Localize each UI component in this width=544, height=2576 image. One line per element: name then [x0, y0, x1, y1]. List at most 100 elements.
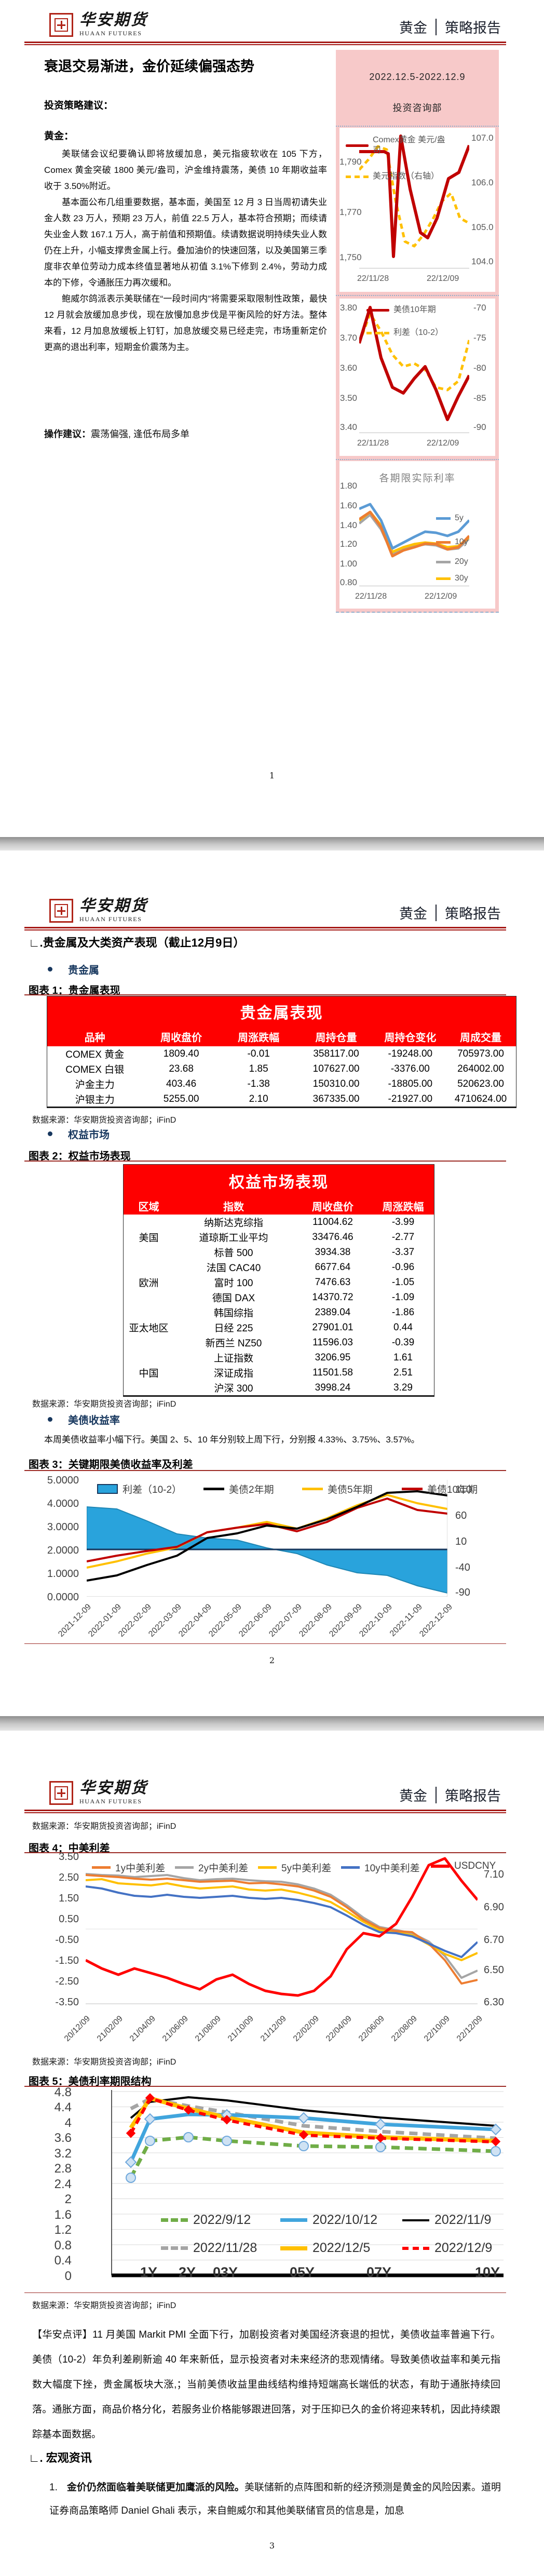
x-tick: 21/10/09: [226, 2014, 256, 2044]
x-tick: 20/12/09: [62, 2014, 92, 2044]
chart-ust10-spread: 美债10年期 利差（10-2） 3.80 3.70 3.60 3.50 3.40…: [339, 299, 495, 456]
legend-label: 2022/11/28: [193, 2241, 257, 2255]
comment-paragraph: 【华安点评】11 月美国 Markit PMI 全面下行，加剧投资者对美国经济衰…: [32, 2329, 500, 2440]
cell: 14370.72: [293, 1290, 372, 1305]
y-tick: 3.70: [339, 333, 357, 343]
x-tick: 1Y: [140, 2264, 158, 2280]
legend-30y: 30y: [436, 573, 468, 584]
fig3-caption: 图表 3：关键期限美债收益率及利差: [29, 1459, 193, 1471]
paragraph: 基本面公布几组重要数据，基本面，美国至 12 月 3 日当周初请失业金人数 23…: [44, 197, 327, 288]
table-title-row: 权益市场表现: [123, 1164, 434, 1197]
x-tick: 22/12/09: [425, 592, 457, 601]
cell: -1.38: [220, 1076, 297, 1091]
brand-name-en: HUAAN FUTURES: [79, 915, 142, 923]
page-number: 1: [269, 771, 275, 780]
page-number: 2: [269, 1655, 275, 1665]
col-header: 周收盘价: [293, 1197, 372, 1215]
cell: 1.61: [372, 1350, 434, 1365]
table-title: 权益市场表现: [123, 1164, 434, 1197]
cell: 107627.00: [297, 1061, 375, 1076]
legend-label: 2022/9/12: [193, 2213, 251, 2227]
brand-name-cn: 华安期货: [79, 897, 148, 915]
blue-line-swatch: [436, 517, 451, 520]
legend-5y: 5y中美利差: [258, 1860, 331, 1874]
green-dashed-swatch: [161, 2218, 188, 2222]
red-dashed-swatch: [402, 2246, 429, 2250]
legend-label: 2022/10/12: [312, 2213, 378, 2227]
col-header: 品种: [47, 1027, 143, 1046]
col-header: 周涨跌幅: [220, 1027, 297, 1046]
table-row: 深证成指 11501.58 2.51: [124, 1365, 434, 1380]
table-header-row: 区域 指数 周收盘价 周涨跌幅: [123, 1197, 434, 1215]
x-tick: 21/12/09: [259, 2014, 289, 2044]
yellow-line-swatch: [258, 1866, 277, 1869]
brand-name-en: HUAAN FUTURES: [79, 30, 142, 37]
gray-line-swatch: [175, 1866, 194, 1869]
cell: 日经 225: [174, 1320, 293, 1335]
legend-2022-12-5: 2022/12/5: [280, 2241, 370, 2256]
y-tick: 1.20: [339, 539, 357, 549]
data-source: 数据来源：华安期货投资咨询部；iFinD: [32, 2301, 176, 2310]
region-cell: 中国: [123, 1350, 174, 1396]
legend-label: 30y: [455, 574, 468, 583]
cell: -3.99: [372, 1215, 434, 1230]
y-tick-right: -75: [473, 333, 486, 343]
x-tick: 22/06/09: [357, 2014, 387, 2044]
y-tick: 1,790: [339, 157, 362, 167]
region-cell: 美国: [123, 1215, 174, 1260]
y-tick: 0.0000: [47, 1592, 79, 1603]
brand-name-cn: 华安期货: [79, 1779, 148, 1797]
x-tick: 22/12/09: [455, 2014, 485, 2044]
cell: 23.68: [142, 1061, 220, 1076]
cell: 道琼斯工业平均: [174, 1230, 293, 1245]
legend-20y: 20y: [436, 557, 468, 567]
x-tick: 22/12/09: [427, 274, 459, 283]
huaan-logo-icon: [49, 899, 73, 923]
y-tick: 1.00: [339, 559, 357, 569]
y-tick: 3.2: [54, 2147, 72, 2161]
legend-label: 利差（10-2）: [123, 1485, 182, 1495]
table-row: 沪深 300 3998.24 3.29: [124, 1380, 434, 1396]
y-tick-right: -85: [473, 393, 486, 403]
cell: 520623.00: [445, 1076, 516, 1091]
equity-table: 权益市场表现 区域 指数 周收盘价 周涨跌幅 美国 纳斯达克综指 11004.62-…: [123, 1164, 434, 1397]
y-tick: 0.4: [54, 2254, 72, 2268]
cell: 3.29: [372, 1380, 434, 1396]
page-divider: [0, 837, 544, 851]
legend-usdcny: USDCNY: [431, 1860, 496, 1872]
y-tick: 0: [64, 2269, 72, 2283]
figure-rule: [24, 2292, 506, 2293]
data-source: 数据来源：华安期货投资咨询部；iFinD: [32, 1822, 176, 1831]
col-header: 区域: [123, 1197, 174, 1215]
legend-label: 2022/12/9: [434, 2241, 493, 2255]
cell: 德国 DAX: [174, 1290, 293, 1305]
legend-label: 利差（10-2）: [393, 328, 444, 337]
legend-label: 美元指数（右轴）: [373, 172, 440, 181]
item-bold-lead: 金价仍然面临着美联储更加鹰派的风险。: [66, 2482, 244, 2493]
gold-section-label: 黄金：: [44, 131, 74, 142]
cell: 法国 CAC40: [174, 1260, 293, 1275]
legend-label: 20y: [455, 557, 468, 566]
report-type-header: 黄金 策略报告: [399, 17, 501, 37]
y-tick: -1.50: [55, 1955, 79, 1966]
cell: -0.01: [220, 1046, 297, 1061]
y-tick: 1.6: [54, 2208, 72, 2222]
red-line-swatch: [431, 1865, 450, 1868]
cell: -18805.00: [375, 1076, 446, 1091]
y-tick: 3.0000: [47, 1521, 79, 1533]
y-tick: 1.60: [339, 501, 357, 510]
legend-2022-11-9: 2022/11/9: [402, 2213, 491, 2228]
legend-label: 1y中美利差: [115, 1863, 166, 1874]
legend-label: 5y: [455, 514, 464, 522]
x-tick: 21/04/09: [128, 2014, 158, 2044]
y-tick: 4.8: [54, 2085, 72, 2099]
paragraph: 鲍威尔鸽派表示美联储在“一段时间内”将需要采取限制性政策，最快 12 月就会放缓…: [44, 294, 327, 352]
caption-rule: [24, 1161, 506, 1162]
y-tick: 4.0000: [47, 1498, 79, 1509]
table-row: 沪金主力 403.46 -1.38 150310.00 -18805.00 520623.…: [47, 1076, 516, 1091]
table-row: 美国 纳斯达克综指 11004.62 -3.99: [123, 1215, 434, 1260]
x-tick: 22/04/09: [324, 2014, 354, 2044]
bullet-label: 美债收益率: [68, 1415, 120, 1426]
cell: 3934.38: [293, 1245, 372, 1260]
x-tick: 22/02/09: [291, 2014, 321, 2044]
